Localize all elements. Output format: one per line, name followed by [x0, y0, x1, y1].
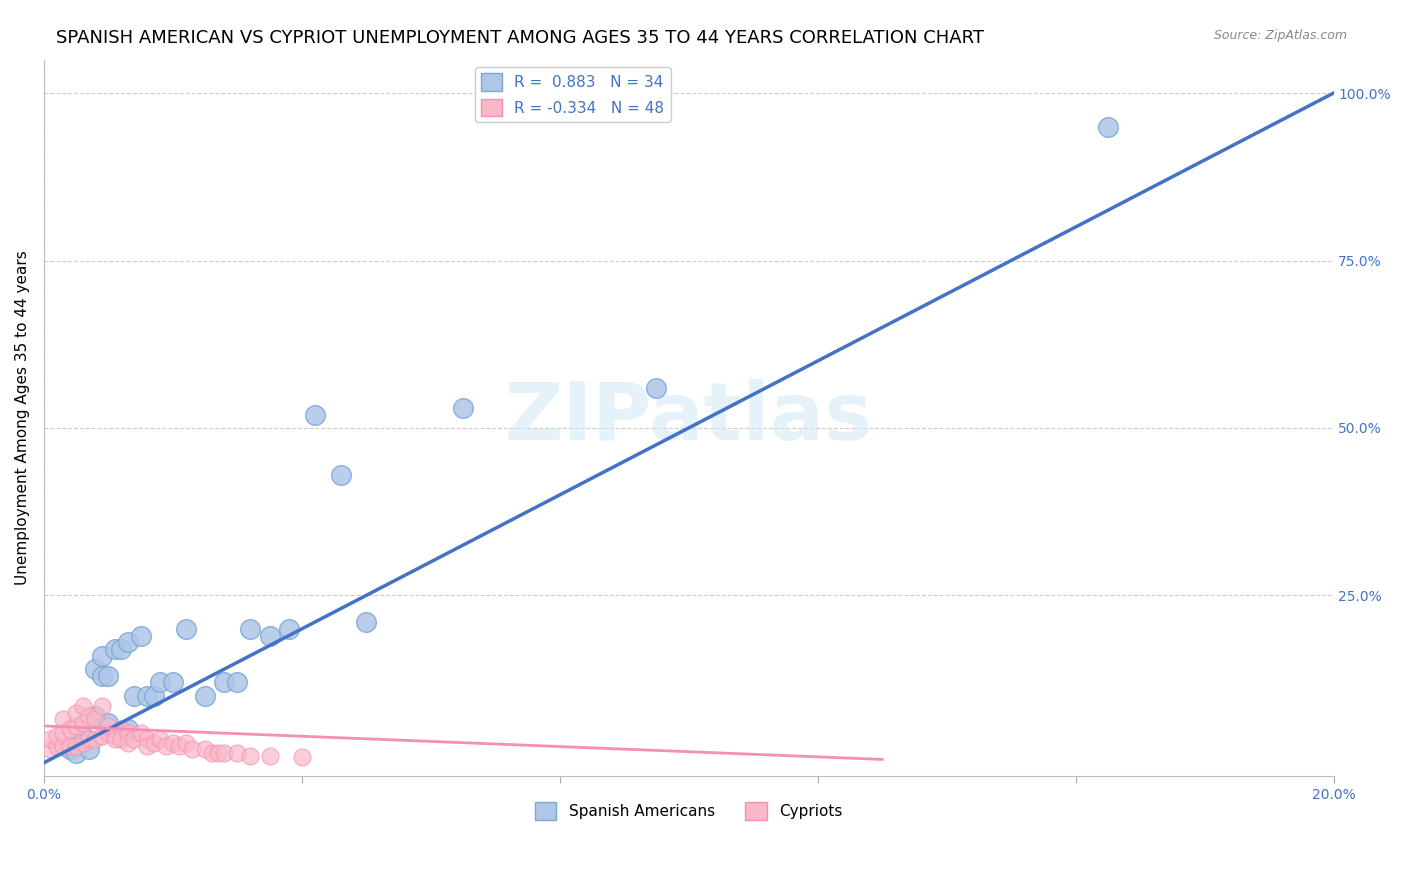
- Text: ZIPatlas: ZIPatlas: [505, 379, 873, 457]
- Legend: Spanish Americans, Cypriots: Spanish Americans, Cypriots: [529, 796, 848, 826]
- Point: [169, 739, 191, 753]
- Point: [65, 739, 87, 753]
- Point: [117, 635, 139, 649]
- Point: [259, 628, 281, 642]
- Point: [239, 749, 262, 764]
- Point: [122, 689, 145, 703]
- Point: [162, 675, 184, 690]
- Point: [194, 742, 217, 756]
- Point: [97, 725, 120, 739]
- Point: [97, 669, 120, 683]
- Point: [226, 746, 249, 760]
- Point: [104, 729, 127, 743]
- Point: [52, 712, 75, 726]
- Point: [117, 736, 139, 750]
- Text: SPANISH AMERICAN VS CYPRIOT UNEMPLOYMENT AMONG AGES 35 TO 44 YEARS CORRELATION C: SPANISH AMERICAN VS CYPRIOT UNEMPLOYMENT…: [56, 29, 984, 46]
- Point: [72, 715, 94, 730]
- Point: [207, 746, 229, 760]
- Point: [122, 732, 145, 747]
- Point: [259, 749, 281, 764]
- Point: [129, 628, 152, 642]
- Point: [90, 698, 112, 713]
- Point: [149, 732, 172, 747]
- Point: [65, 746, 87, 760]
- Point: [645, 381, 668, 395]
- Point: [291, 750, 314, 764]
- Point: [72, 736, 94, 750]
- Point: [104, 641, 127, 656]
- Point: [329, 467, 352, 482]
- Point: [65, 706, 87, 720]
- Point: [72, 698, 94, 713]
- Point: [84, 662, 107, 676]
- Point: [90, 729, 112, 743]
- Point: [77, 709, 100, 723]
- Point: [174, 736, 197, 750]
- Point: [117, 723, 139, 737]
- Point: [129, 725, 152, 739]
- Point: [149, 675, 172, 690]
- Point: [110, 729, 132, 743]
- Point: [39, 742, 62, 756]
- Point: [97, 719, 120, 733]
- Point: [136, 732, 159, 747]
- Point: [45, 739, 67, 753]
- Point: [451, 401, 474, 415]
- Point: [110, 732, 132, 747]
- Point: [90, 669, 112, 683]
- Text: Source: ZipAtlas.com: Source: ZipAtlas.com: [1213, 29, 1347, 42]
- Point: [136, 739, 159, 753]
- Point: [136, 689, 159, 703]
- Point: [174, 622, 197, 636]
- Point: [117, 725, 139, 739]
- Point: [59, 739, 82, 753]
- Point: [52, 739, 75, 753]
- Point: [142, 689, 165, 703]
- Point: [84, 732, 107, 747]
- Y-axis label: Unemployment Among Ages 35 to 44 years: Unemployment Among Ages 35 to 44 years: [15, 251, 30, 585]
- Point: [239, 622, 262, 636]
- Point: [77, 732, 100, 747]
- Point: [77, 742, 100, 756]
- Point: [84, 709, 107, 723]
- Point: [45, 729, 67, 743]
- Point: [142, 736, 165, 750]
- Point: [59, 742, 82, 756]
- Point: [110, 723, 132, 737]
- Point: [104, 732, 127, 747]
- Point: [304, 408, 326, 422]
- Point: [65, 719, 87, 733]
- Point: [155, 739, 177, 753]
- Point: [110, 641, 132, 656]
- Point: [194, 689, 217, 703]
- Point: [214, 746, 236, 760]
- Point: [226, 675, 249, 690]
- Point: [356, 615, 378, 629]
- Point: [162, 736, 184, 750]
- Point: [84, 712, 107, 726]
- Point: [277, 622, 299, 636]
- Point: [97, 715, 120, 730]
- Point: [90, 648, 112, 663]
- Point: [52, 725, 75, 739]
- Point: [59, 723, 82, 737]
- Point: [1097, 120, 1119, 134]
- Point: [39, 732, 62, 747]
- Point: [214, 675, 236, 690]
- Point: [200, 746, 222, 760]
- Point: [72, 729, 94, 743]
- Point: [181, 742, 204, 756]
